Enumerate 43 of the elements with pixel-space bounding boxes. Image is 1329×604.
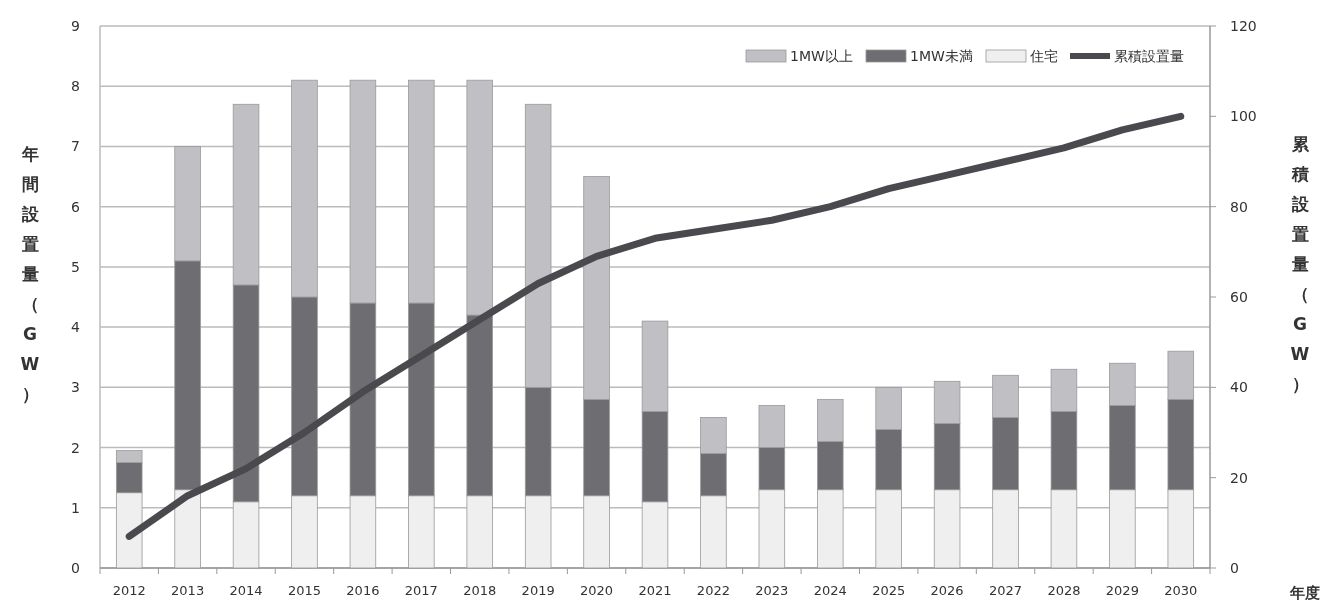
x-tick-label: 2019 — [521, 583, 555, 598]
x-tick-label: 2018 — [463, 583, 497, 598]
x-tick-label: 2022 — [696, 583, 730, 598]
y-tick-label: 6 — [71, 198, 81, 215]
y-tick-label: 0 — [71, 560, 80, 576]
y-tick-label: 8 — [71, 78, 80, 95]
x-tick-label: 2029 — [1105, 583, 1139, 598]
x-tick-label: 2026 — [930, 583, 964, 598]
text: 年間設置量（GW） — [20, 144, 40, 404]
x-tick-label: 2030 — [1164, 583, 1198, 598]
y2-tick-label: 20 — [1230, 469, 1248, 486]
x-tick-label: 2024 — [813, 583, 847, 598]
x-tick-label: 2014 — [229, 583, 263, 598]
y-tick-label: 2 — [71, 439, 80, 456]
x-tick-label: 2015 — [287, 583, 322, 598]
y-tick-label: 4 — [71, 319, 81, 336]
x-tick-label: 2020 — [580, 583, 614, 598]
text: 累積設置量（GW） — [1290, 134, 1310, 394]
y-tick-label: 9 — [71, 18, 80, 34]
y2-tick-label: 0 — [1230, 560, 1239, 576]
x-tick-label: 2023 — [755, 583, 789, 598]
y-tick-label: 7 — [71, 138, 80, 155]
y2-tick-label: 100 — [1230, 108, 1257, 125]
x-tick-label: 2016 — [346, 583, 380, 598]
x-tick-label: 2028 — [1047, 583, 1081, 598]
y-tick-label: 3 — [71, 379, 80, 396]
legend-label: 住宅 — [1029, 48, 1058, 64]
y2-tick-label: 40 — [1230, 379, 1248, 396]
legend-label: 1MW以上 — [790, 48, 853, 64]
x-tick-label: 2017 — [404, 583, 438, 598]
legend-label: 1MW未満 — [910, 48, 973, 64]
x-tick-label: 2013 — [171, 583, 205, 598]
x-tick-label: 2027 — [988, 583, 1023, 598]
x-tick-label: 2012 — [112, 583, 146, 598]
y-tick-label: 1 — [71, 499, 80, 516]
y2-tick-label: 120 — [1230, 18, 1257, 34]
y-tick-label: 5 — [71, 258, 80, 275]
x-axis-title: 年度 — [1289, 584, 1320, 602]
legend-label: 累積設置量 — [1114, 48, 1184, 64]
y2-tick-label: 80 — [1230, 198, 1248, 215]
x-tick-label: 2025 — [872, 583, 906, 598]
x-tick-label: 2021 — [638, 583, 672, 598]
y2-tick-label: 60 — [1230, 289, 1248, 305]
